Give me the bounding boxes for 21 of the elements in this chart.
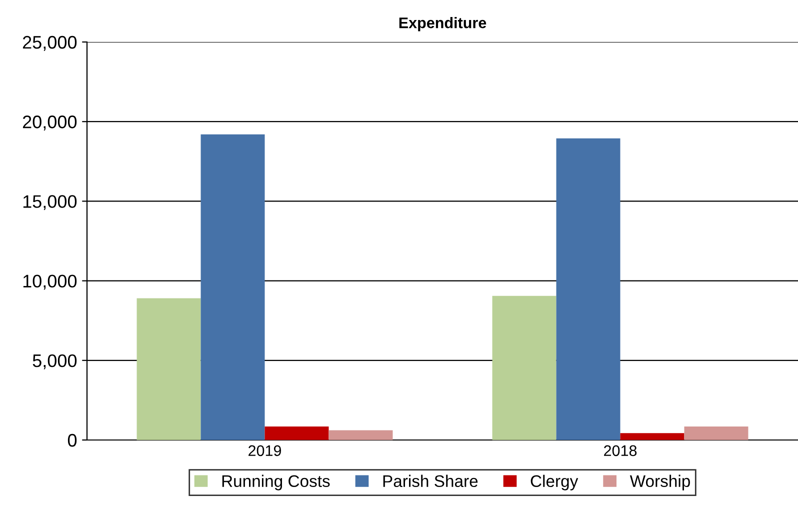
legend-label: Running Costs <box>222 474 330 490</box>
chart-title: Expenditure <box>399 17 486 32</box>
legend-label: Parish Share <box>383 474 478 488</box>
x-tick-label: 2018 <box>604 445 637 456</box>
bar <box>620 433 684 440</box>
y-tick-label: 25,000 <box>22 36 77 51</box>
y-tick-label: 15,000 <box>23 195 77 210</box>
legend-label: Clergy <box>530 474 578 490</box>
y-tick-label: 0 <box>68 434 77 447</box>
legend-label: Worship <box>630 474 690 490</box>
bar <box>200 134 265 440</box>
bar <box>264 426 329 440</box>
y-tick-label: 20,000 <box>22 116 77 130</box>
bar <box>328 430 393 440</box>
bar <box>684 426 748 440</box>
bar <box>136 298 201 440</box>
y-tick-label: 10,000 <box>23 274 77 290</box>
bar <box>492 296 556 440</box>
x-tick-label: 2019 <box>248 445 282 456</box>
y-tick-label: 5,000 <box>32 354 77 370</box>
bar <box>556 138 620 440</box>
